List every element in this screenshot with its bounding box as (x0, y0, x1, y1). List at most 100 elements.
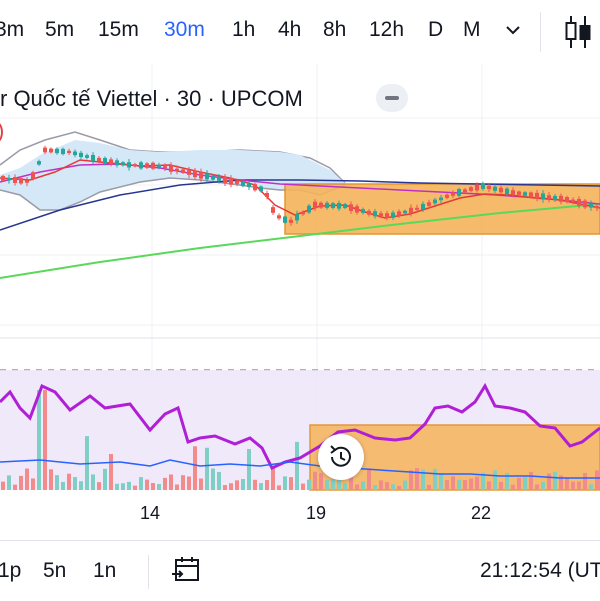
volume-bar (169, 474, 173, 490)
candle-body (7, 178, 11, 181)
volume-bar (163, 477, 167, 490)
candle-body (493, 186, 497, 191)
candle-body (331, 203, 335, 209)
candle-body (199, 171, 203, 179)
volume-bar (37, 390, 41, 490)
volume-bar (271, 466, 275, 490)
candle-body (247, 183, 251, 188)
volume-bar (397, 485, 401, 490)
timeframe-12h[interactable]: 12h (369, 18, 405, 41)
volume-bar (451, 476, 455, 490)
candle-body (409, 207, 413, 214)
volume-bar (373, 485, 377, 490)
volume-bar (385, 482, 389, 490)
candle-body (31, 172, 35, 179)
candle-body (445, 194, 449, 198)
candle-body (193, 170, 197, 178)
candle-body (439, 197, 443, 201)
volume-bar (505, 472, 509, 490)
volume-bar (61, 481, 65, 490)
candle-body (241, 181, 245, 187)
volume-bar (19, 475, 23, 490)
candle-body (235, 180, 239, 184)
timeframe-toolbar: 3m 5m 15m 30m 1h 4h 8h 12h D M (0, 0, 600, 64)
volume-bar (343, 483, 347, 490)
slow-moving-average-line (0, 179, 600, 231)
volume-bar (73, 477, 77, 490)
range-1n[interactable]: 1n (93, 559, 117, 582)
timeframe-d[interactable]: D (428, 18, 444, 41)
volume-bar (589, 484, 593, 490)
candle-body (511, 190, 515, 195)
volume-bar (475, 476, 479, 490)
indicator-value-fragment: ) (0, 118, 4, 144)
timeframe-30m[interactable]: 30m (164, 18, 205, 41)
candle-body (361, 209, 365, 213)
range-1p[interactable]: 1p (0, 559, 22, 582)
timeframe-4h[interactable]: 4h (278, 18, 302, 41)
timeframe-1h[interactable]: 1h (232, 18, 256, 41)
candle-body (67, 150, 71, 154)
candle-body (145, 163, 149, 168)
volume-bar (7, 475, 11, 490)
chevron-down-icon[interactable] (503, 22, 523, 38)
volume-bar (517, 477, 521, 490)
candle-body (37, 161, 41, 165)
volume-bar (487, 481, 491, 490)
candle-body (499, 187, 503, 193)
candle-body (271, 207, 275, 213)
candle-body (553, 195, 557, 201)
candle-body (91, 154, 95, 162)
volume-bar (229, 483, 233, 490)
volume-bar (481, 472, 485, 490)
reset-chart-button[interactable] (318, 434, 364, 480)
collapse-legend-button[interactable] (376, 84, 408, 112)
volume-bar (193, 446, 197, 490)
symbol-title[interactable]: r Quốc tế Viettel · 30 · UPCOM (0, 86, 303, 111)
volume-bar (583, 472, 587, 490)
candle-body (463, 189, 467, 193)
volume-bar (367, 468, 371, 490)
candle-body (313, 201, 317, 209)
volume-bar (595, 470, 599, 490)
toolbar-divider (540, 12, 541, 52)
calendar-icon[interactable] (170, 555, 204, 587)
range-5n[interactable]: 5n (43, 559, 67, 582)
volume-bar (421, 469, 425, 490)
volume-bar (499, 481, 503, 490)
timeframe-m[interactable]: M (463, 18, 481, 41)
candle-body (25, 180, 29, 183)
candle-body (343, 204, 347, 208)
candle-body (427, 202, 431, 206)
timeframe-15m[interactable]: 15m (98, 18, 139, 41)
volume-bar (133, 485, 137, 490)
volume-bar (325, 479, 329, 490)
timeframe-5m[interactable]: 5m (45, 18, 75, 41)
volume-bar (247, 449, 251, 490)
candle-body (319, 202, 323, 208)
candle-body (169, 165, 173, 172)
candle-body (103, 157, 107, 164)
timeframe-8h[interactable]: 8h (323, 18, 347, 41)
candle-body (373, 211, 377, 217)
x-axis-label: 22 (471, 503, 492, 523)
volume-bar (25, 468, 29, 490)
candle-body (151, 162, 155, 169)
volume-bar (433, 468, 437, 490)
candlestick-icon[interactable] (562, 12, 594, 52)
candle-body (43, 147, 47, 153)
volume-bar (181, 475, 185, 490)
candle-body (187, 170, 191, 175)
volume-bar (493, 470, 497, 490)
price-chart[interactable] (0, 64, 600, 540)
volume-bar (43, 390, 47, 490)
candle-body (157, 164, 161, 168)
candle-body (397, 211, 401, 216)
volume-bar (289, 477, 293, 490)
timeframe-3m[interactable]: 3m (0, 18, 25, 41)
candle-body (577, 198, 581, 206)
volume-bar (91, 474, 95, 490)
volume-bar (547, 473, 551, 490)
volume-bar (13, 484, 17, 490)
volume-bar (403, 480, 407, 490)
